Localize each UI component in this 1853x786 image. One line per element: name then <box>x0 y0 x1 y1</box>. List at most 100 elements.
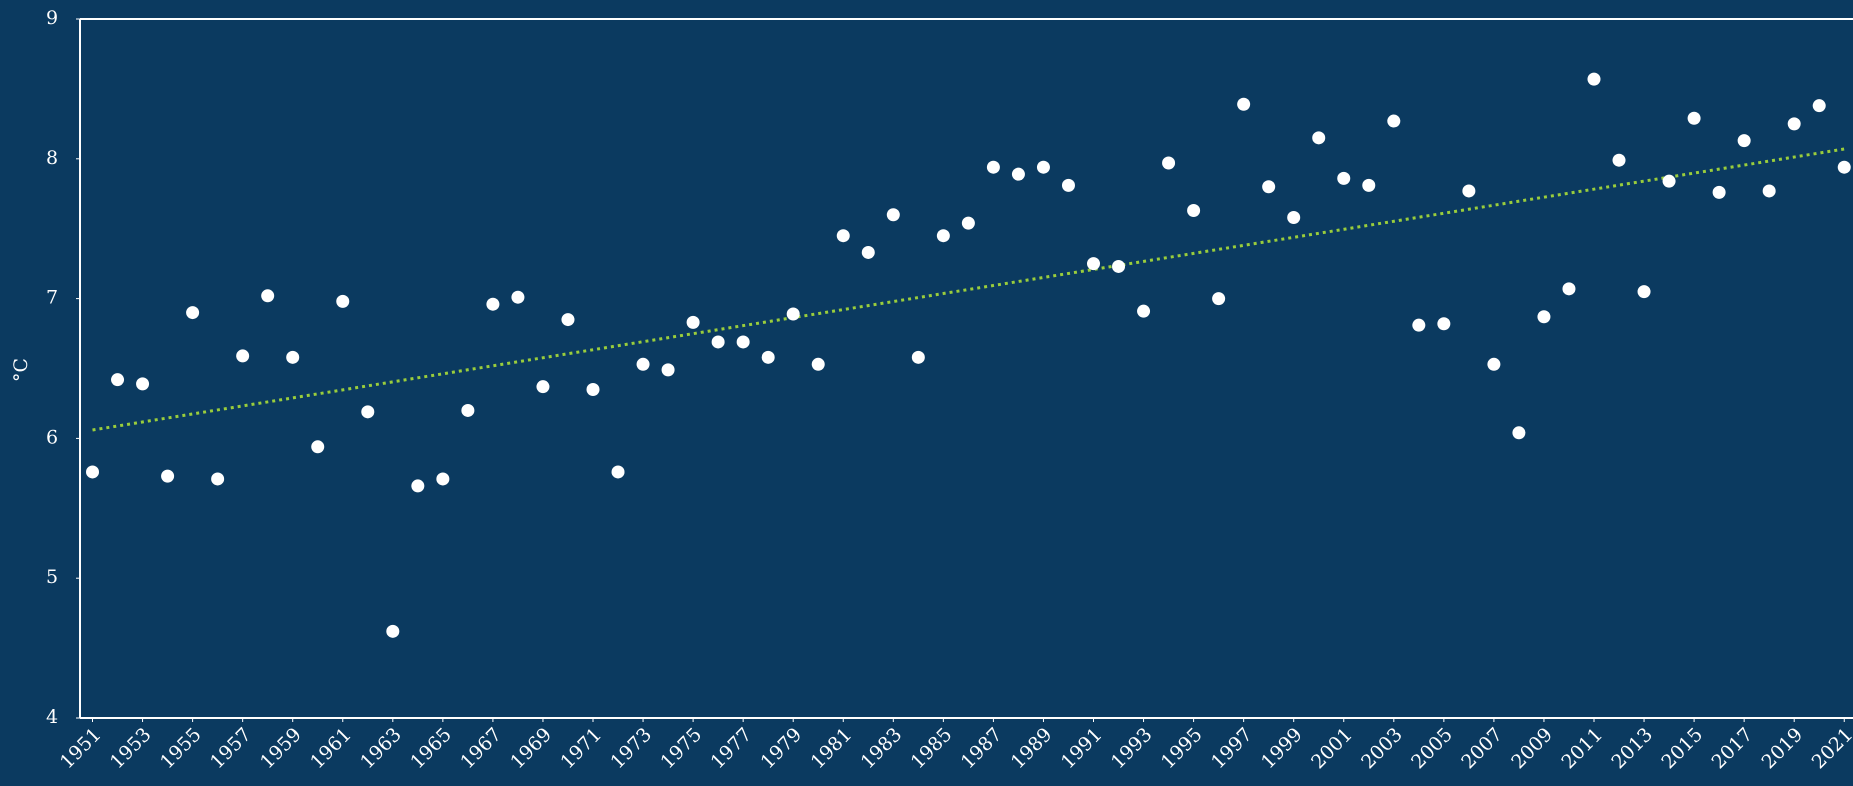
x-tick-label: 2009 <box>1507 724 1557 774</box>
data-point <box>1537 310 1551 324</box>
data-point <box>1412 318 1426 332</box>
x-tick-label: 2019 <box>1758 724 1808 774</box>
data-point <box>661 363 675 377</box>
data-point <box>1237 97 1251 111</box>
data-point <box>861 245 875 259</box>
data-point <box>336 294 350 308</box>
data-point <box>711 335 725 349</box>
x-tick-label: 1961 <box>306 724 356 774</box>
data-point <box>1487 357 1501 371</box>
data-point <box>1187 204 1201 218</box>
data-point <box>1362 178 1376 192</box>
y-tick-label: 5 <box>46 566 58 588</box>
x-tick-label: 1957 <box>206 724 256 774</box>
x-tick-label: 1979 <box>757 724 807 774</box>
data-point <box>1011 167 1025 181</box>
y-tick-label: 4 <box>46 706 58 728</box>
data-point <box>1612 153 1626 167</box>
data-point <box>936 229 950 243</box>
x-tick-label: 1999 <box>1257 724 1307 774</box>
x-tick-label: 1963 <box>356 724 406 774</box>
trend-line <box>92 147 1845 432</box>
data-point <box>236 349 250 363</box>
data-point <box>1212 292 1226 306</box>
data-point <box>761 350 775 364</box>
data-point <box>186 306 200 320</box>
data-point <box>686 315 700 329</box>
x-tick-label: 1993 <box>1107 724 1157 774</box>
data-point <box>1087 257 1101 271</box>
data-point <box>1337 171 1351 185</box>
data-point <box>1737 134 1751 148</box>
data-point <box>436 472 450 486</box>
data-point <box>1787 117 1801 131</box>
data-point <box>1512 426 1526 440</box>
data-point <box>111 373 125 387</box>
y-tick-label: 6 <box>46 426 58 448</box>
data-point <box>411 479 425 493</box>
data-point <box>461 403 475 417</box>
x-tick-label: 1965 <box>406 724 456 774</box>
x-tick-label: 2015 <box>1657 724 1707 774</box>
x-tick-label: 1991 <box>1057 724 1107 774</box>
data-point <box>911 350 925 364</box>
data-point <box>1587 72 1601 86</box>
data-point <box>1036 160 1050 174</box>
data-point <box>261 289 275 303</box>
x-tick-label: 1987 <box>957 724 1007 774</box>
data-point <box>286 350 300 364</box>
data-point <box>361 405 375 419</box>
data-point <box>611 465 625 479</box>
y-axis-label: °C <box>10 358 32 382</box>
x-tick-label: 1967 <box>456 724 506 774</box>
data-point <box>161 469 175 483</box>
x-tick-label: 1959 <box>256 724 306 774</box>
x-tick-label: 2001 <box>1307 724 1357 774</box>
data-point <box>786 307 800 321</box>
data-point <box>886 208 900 222</box>
x-tick-label: 1971 <box>556 724 606 774</box>
data-point <box>486 297 500 311</box>
data-point <box>211 472 225 486</box>
data-point <box>1262 180 1276 194</box>
data-point <box>561 313 575 327</box>
x-tick-label: 1977 <box>706 724 756 774</box>
data-point <box>1437 317 1451 331</box>
data-point <box>311 440 325 454</box>
x-tick-label: 1997 <box>1207 724 1257 774</box>
data-point <box>1287 211 1301 225</box>
data-point <box>736 335 750 349</box>
x-tick-label: 1989 <box>1007 724 1057 774</box>
x-tick-label: 1973 <box>606 724 656 774</box>
y-tick-label: 7 <box>46 287 58 309</box>
x-tick-label: 2021 <box>1808 724 1853 774</box>
data-point <box>1712 185 1726 199</box>
data-point <box>386 624 400 638</box>
data-point <box>1137 304 1151 318</box>
data-point <box>836 229 850 243</box>
data-point <box>1312 131 1326 145</box>
x-tick-label: 1953 <box>106 724 156 774</box>
data-point <box>1562 282 1576 296</box>
x-tick-label: 2003 <box>1357 724 1407 774</box>
x-tick-label: 1983 <box>857 724 907 774</box>
data-point <box>1162 156 1176 170</box>
data-point <box>586 382 600 396</box>
y-tick-label: 9 <box>46 7 58 29</box>
x-tick-label: 1995 <box>1157 724 1207 774</box>
data-point <box>1637 285 1651 299</box>
x-tick-label: 1981 <box>807 724 857 774</box>
data-point <box>511 290 525 304</box>
data-point <box>1112 259 1126 273</box>
data-point <box>536 380 550 394</box>
data-point <box>986 160 1000 174</box>
data-point <box>1387 114 1401 128</box>
data-point <box>1462 184 1476 198</box>
x-tick-label: 1951 <box>56 724 106 774</box>
x-tick-label: 1985 <box>907 724 957 774</box>
y-tick-label: 8 <box>46 147 58 169</box>
x-tick-label: 2017 <box>1707 724 1757 774</box>
x-tick-label: 1955 <box>156 724 206 774</box>
data-point <box>136 377 150 391</box>
